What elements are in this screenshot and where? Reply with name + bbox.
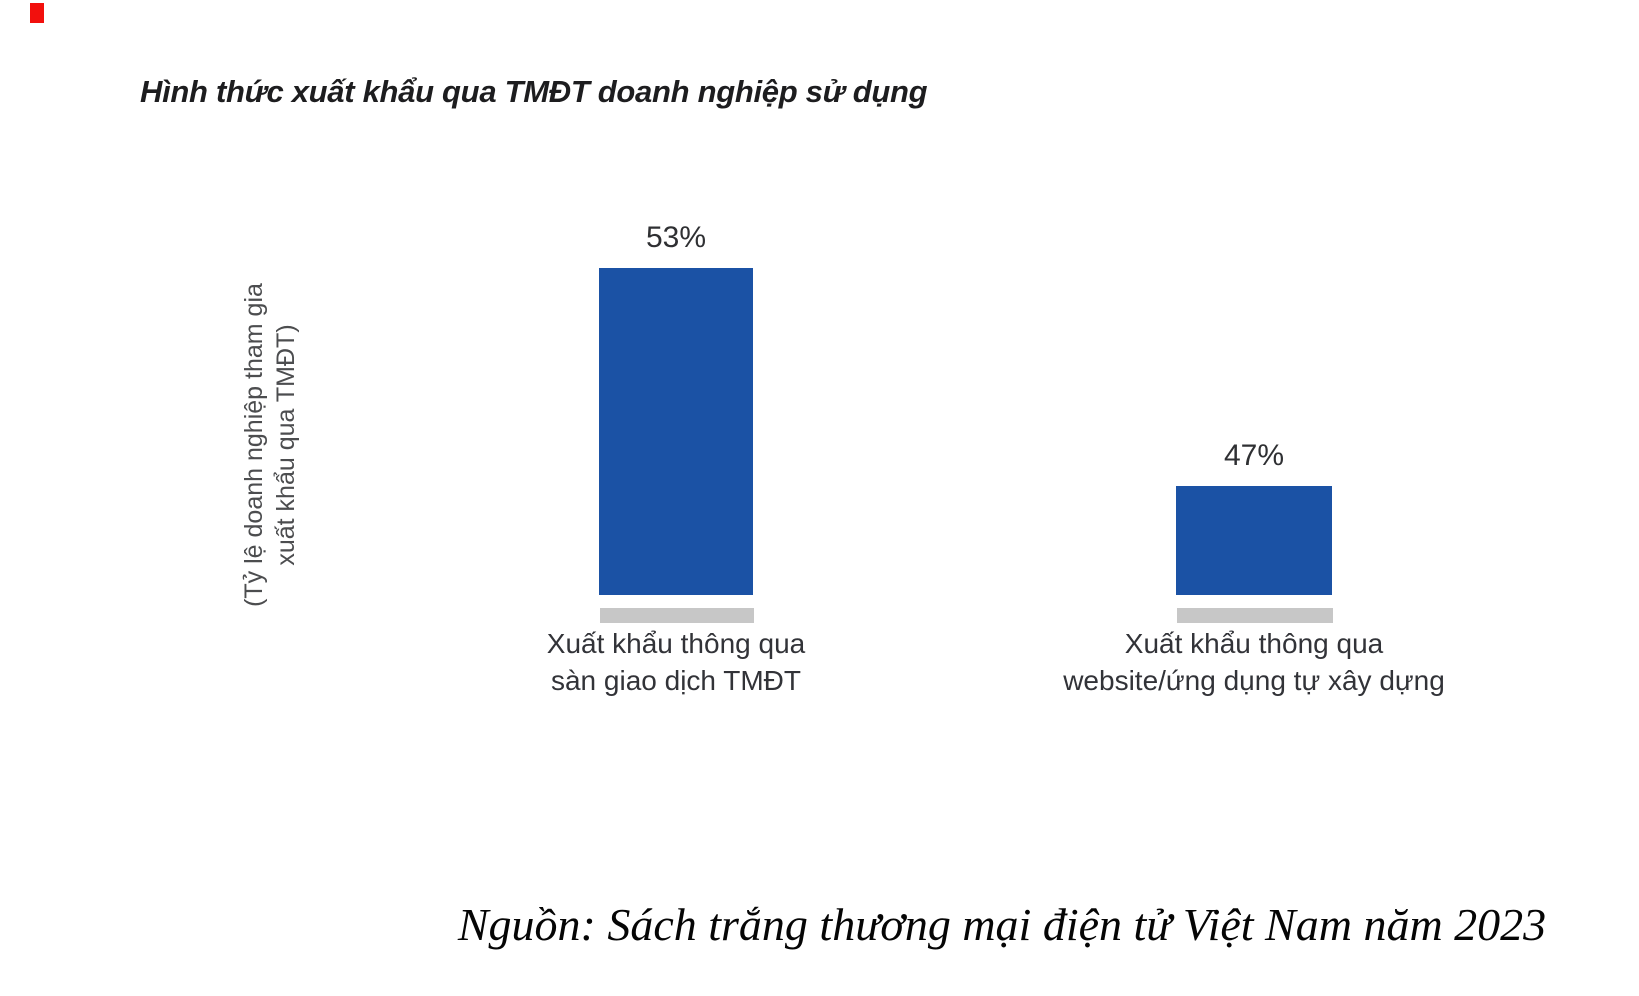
bar [599,268,753,595]
bar-group-website-ung-dung: 47% Xuất khẩu thông qua website/ứng dụng… [1063,439,1445,696]
y-axis-label-line1: (Tỷ lệ doanh nghiệp tham gia [240,283,268,607]
y-axis-label-line2: xuất khẩu qua TMĐT) [272,324,300,566]
bar-category-label-line2: sàn giao dịch TMĐT [550,665,802,696]
bar-category-label-line1: Xuất khẩu thông qua [546,628,806,659]
bar-category-label: Xuất khẩu thông qua website/ứng dụng tự … [1063,625,1445,699]
bar [1176,486,1332,595]
bar-category-label-line2: website/ứng dụng tự xây dựng [1063,665,1445,696]
bar-pedestal [600,608,754,623]
bar-category-label-line1: Xuất khẩu thông qua [1124,628,1384,659]
y-axis-label: (Tỷ lệ doanh nghiệp tham gia xuất khẩu q… [238,283,302,607]
source-caption: Nguồn: Sách trắng thương mại điện tử Việ… [457,899,1547,950]
chart-title: Hình thức xuất khẩu qua TMĐT doanh nghiệ… [140,74,928,109]
bar-group-san-giao-dich: 53% Xuất khẩu thông qua sàn giao dịch TM… [547,221,805,696]
bar-pedestal [1177,608,1333,623]
bar-value-label: 47% [1223,439,1285,472]
bar-value-label: 53% [645,221,707,254]
red-annotation-mark [30,3,44,23]
bar-category-label: Xuất khẩu thông qua sàn giao dịch TMĐT [547,625,805,699]
